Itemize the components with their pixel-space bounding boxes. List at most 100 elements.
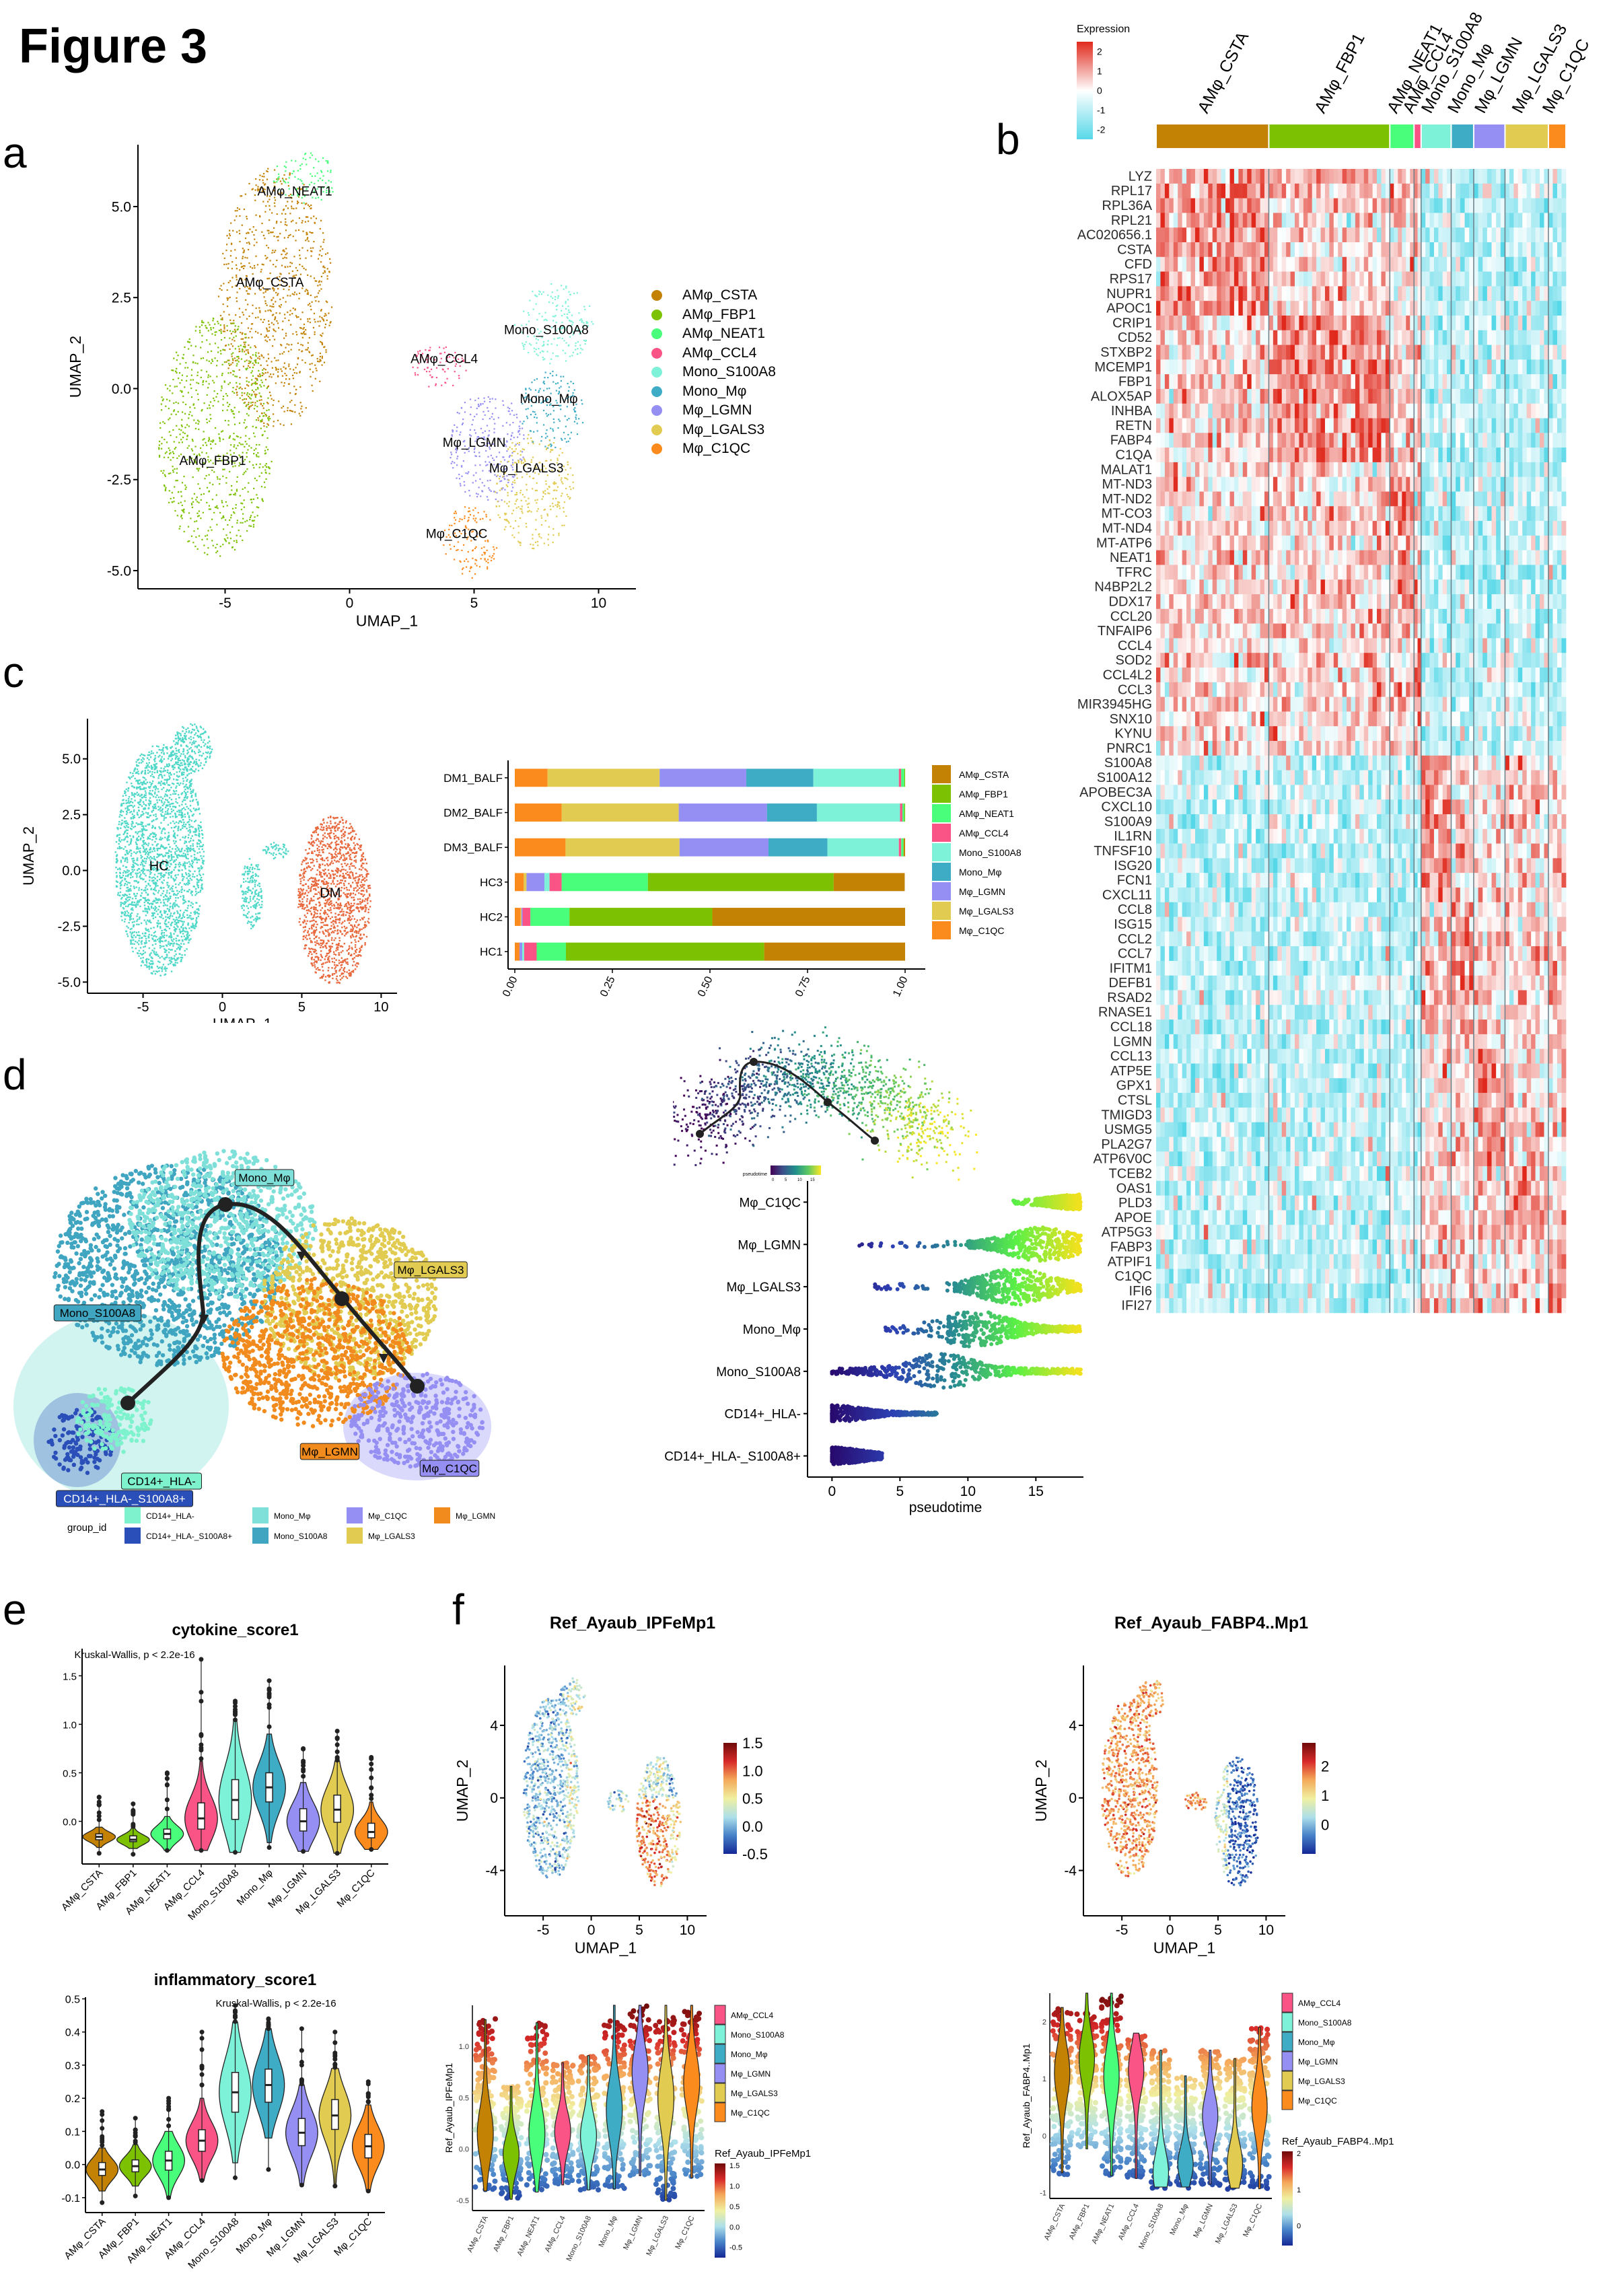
heatmap-cell [1264, 330, 1269, 345]
point-AMφ_FBP1 [261, 382, 263, 384]
point-Mono_S100A8 [561, 328, 563, 330]
point-AMφ_NEAT1 [302, 157, 304, 159]
legend-swatch [651, 309, 662, 320]
heatmap-cell [1238, 198, 1244, 213]
heatmap-cell [1410, 315, 1415, 331]
point-Mono_Mφ [544, 377, 546, 379]
point-AMφ_CSTA [229, 296, 231, 299]
point-AMφ_FBP1 [207, 456, 209, 458]
heatmap-cell [1190, 447, 1196, 463]
point-AMφ_CSTA [269, 338, 271, 341]
point-Mono_Mφ [526, 417, 529, 419]
heatmap-cell [1264, 418, 1269, 433]
heatmap-cell [1363, 403, 1369, 419]
heatmap-cell [1398, 330, 1402, 345]
point-AMφ_CSTA [287, 185, 289, 187]
heatmap-cell [1156, 271, 1161, 287]
heatmap-cell [1316, 388, 1321, 404]
point-Mono_S100A8 [577, 348, 579, 350]
heatmap-cell [1338, 242, 1343, 258]
heatmap-cell [1372, 256, 1378, 272]
heatmap-cell [1526, 198, 1532, 213]
point-AMφ_FBP1 [247, 491, 249, 493]
point-Mφ_C1QC [458, 520, 460, 522]
point-AMφ_CSTA [246, 232, 248, 234]
point-AMφ_FBP1 [214, 331, 216, 333]
heatmap-cell [1281, 447, 1287, 463]
point-Mono_Mφ [575, 416, 577, 419]
point-AMφ_FBP1 [186, 435, 188, 437]
heatmap-cell [1561, 198, 1567, 213]
heatmap-cell [1212, 418, 1217, 433]
heatmap-cell [1238, 447, 1244, 463]
point-Mφ_LGALS3 [557, 506, 559, 508]
heatmap-cell [1217, 374, 1222, 390]
point-Mono_S100A8 [557, 289, 559, 291]
point-AMφ_CSTA [325, 349, 327, 351]
heatmap-cell [1469, 213, 1474, 228]
point-Mφ_C1QC [486, 549, 488, 551]
point-AMφ_FBP1 [181, 419, 183, 421]
point-AMφ_CSTA [310, 375, 312, 378]
heatmap-cell [1316, 183, 1321, 199]
point-AMφ_CSTA [294, 277, 296, 279]
point-AMφ_FBP1 [254, 516, 256, 518]
point-AMφ_CSTA [231, 345, 234, 347]
point-AMφ_CSTA [254, 345, 256, 347]
legend-swatch [651, 367, 662, 378]
point-AMφ_CSTA [253, 234, 255, 236]
point-AMφ_CSTA [255, 184, 257, 186]
point-AMφ_FBP1 [238, 345, 240, 347]
point-Mφ_LGMN [519, 421, 522, 423]
heatmap-cell [1526, 271, 1532, 287]
heatmap-cell [1425, 169, 1430, 184]
heatmap-cell [1548, 286, 1553, 301]
point-AMφ_CSTA [242, 267, 245, 270]
heatmap-cell [1320, 315, 1326, 331]
heatmap-cell [1160, 315, 1166, 331]
point-AMφ_FBP1 [196, 528, 199, 530]
point-AMφ_FBP1 [258, 415, 261, 417]
heatmap-cell [1526, 227, 1532, 243]
heatmap-cell [1242, 256, 1248, 272]
point-Mφ_C1QC [468, 507, 470, 509]
heatmap-cell [1433, 403, 1439, 419]
point-AMφ_CSTA [250, 328, 252, 330]
heatmap-cell [1164, 374, 1170, 390]
point-AMφ_FBP1 [246, 519, 248, 522]
heatmap-cell [1363, 256, 1369, 272]
heatmap-cell [1164, 418, 1170, 433]
point-AMφ_CSTA [254, 189, 256, 191]
point-Mono_Mφ [553, 437, 555, 439]
point-Mφ_LGALS3 [526, 489, 528, 491]
heatmap-cell [1268, 183, 1274, 199]
heatmap-cell [1347, 198, 1351, 213]
heatmap-cell [1464, 433, 1470, 448]
point-Mono_S100A8 [561, 326, 563, 329]
point-AMφ_CSTA [248, 293, 250, 295]
point-AMφ_CSTA [282, 257, 284, 259]
heatmap-cell [1247, 271, 1252, 287]
heatmap-cell [1281, 183, 1287, 199]
heatmap-cell [1460, 227, 1465, 243]
point-AMφ_CSTA [266, 423, 269, 425]
point-AMφ_CCL4 [452, 384, 454, 387]
point-AMφ_CSTA [311, 384, 313, 386]
heatmap-cell [1268, 418, 1274, 433]
heatmap-cell [1417, 403, 1422, 419]
heatmap-cell [1256, 256, 1260, 272]
heatmap-cell [1402, 462, 1406, 477]
heatmap-cell [1303, 374, 1308, 390]
point-AMφ_CSTA [246, 218, 248, 220]
column-group-bar [1269, 124, 1390, 148]
heatmap-cell [1402, 388, 1406, 404]
point-AMφ_CSTA [289, 401, 291, 403]
point-AMφ_CSTA [293, 371, 295, 374]
point-AMφ_CSTA [246, 377, 248, 379]
point-AMφ_CSTA [256, 383, 258, 385]
point-AMφ_CSTA [227, 297, 229, 299]
point-AMφ_FBP1 [260, 395, 262, 397]
point-Mφ_LGMN [507, 406, 509, 408]
point-AMφ_CSTA [317, 258, 320, 260]
point-Mono_S100A8 [552, 352, 554, 354]
